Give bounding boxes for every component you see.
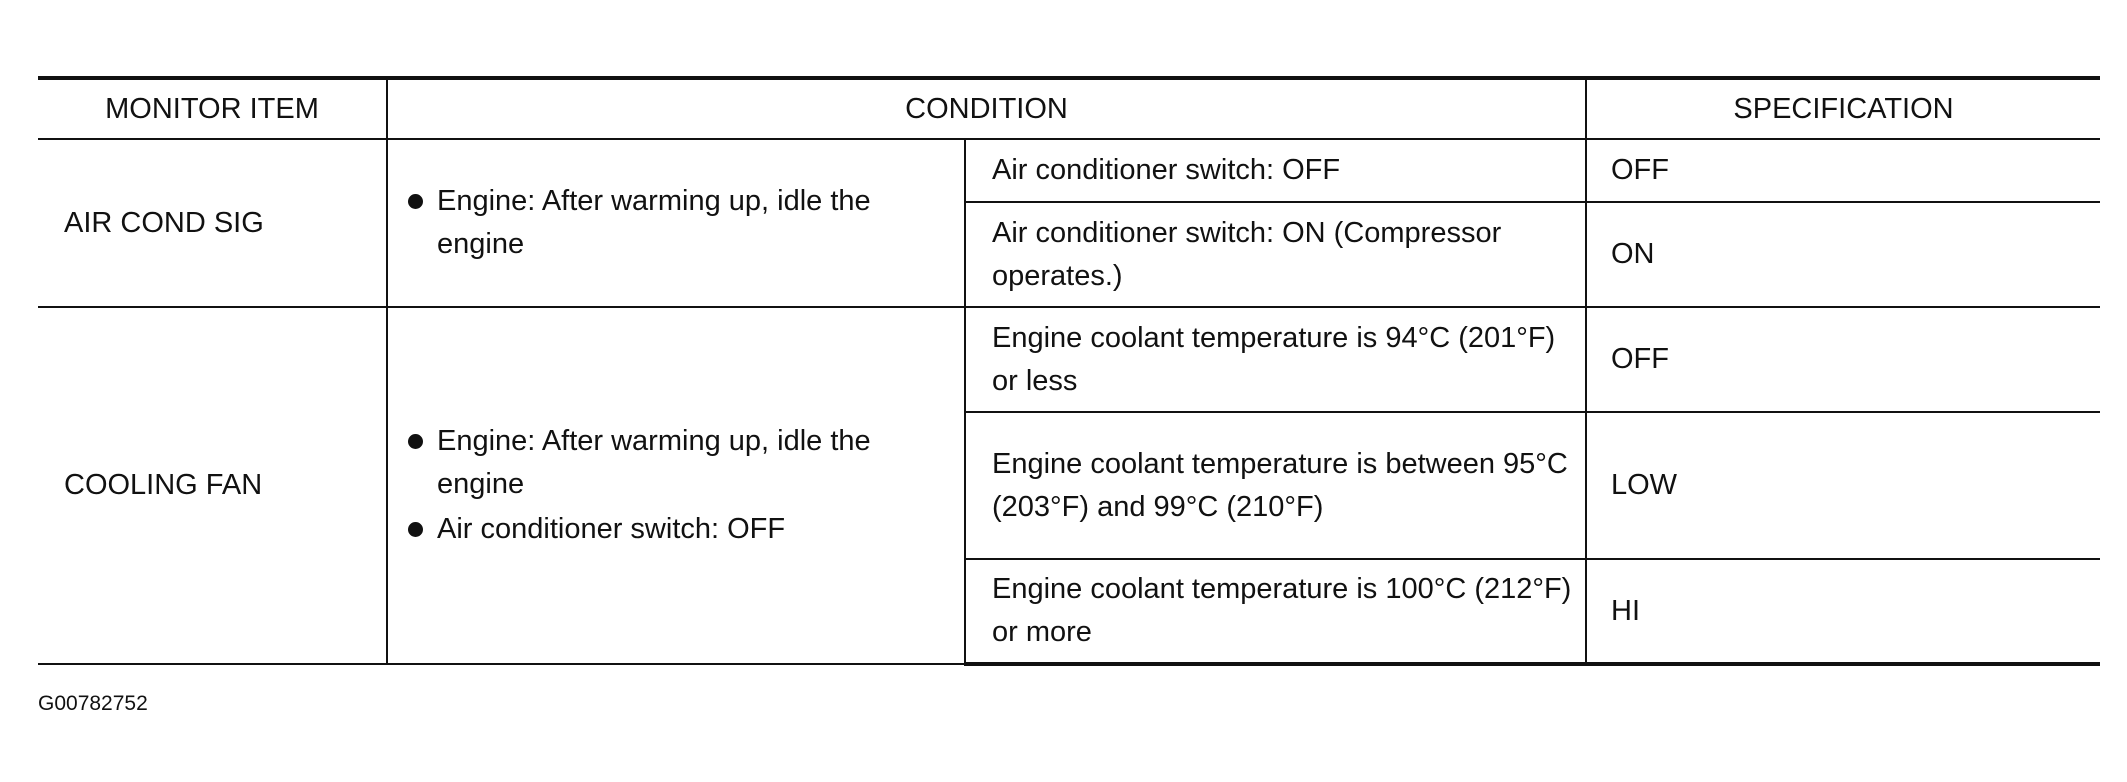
condition-text: Engine: After warming up, idle the engin… [437, 185, 871, 260]
condition-cell: Engine coolant temperature is between 95… [965, 411, 1587, 560]
table-row: Engine coolant temperature is between 95… [38, 411, 2100, 560]
bullet-icon [408, 522, 423, 537]
general-condition: Engine: After warming up, idle the engin… [386, 138, 966, 308]
bullet-icon [408, 434, 423, 449]
spec-cell: HI [1585, 558, 2100, 666]
spec-cell: LOW [1585, 411, 2100, 560]
table-row: COOLING FAN Engine: After warming up, id… [38, 306, 2100, 665]
monitor-item-table: MONITOR ITEM CONDITION SPECIFICATION AIR… [38, 76, 2100, 666]
condition-cell: Air conditioner switch: ON (Compressor o… [965, 201, 1587, 308]
table-row: AIR COND SIG Engine: After warming up, i… [38, 138, 2100, 308]
general-condition: Engine: After warming up, idle the engin… [386, 306, 966, 665]
spec-cell: OFF [1585, 138, 2100, 203]
header-condition: CONDITION [386, 76, 1587, 140]
condition-cell: Air conditioner switch: OFF [964, 138, 1587, 203]
header-monitor-item: MONITOR ITEM [38, 76, 388, 140]
table-row: Air conditioner switch: ON (Compressor o… [38, 201, 2100, 308]
spec-cell: OFF [1585, 306, 2100, 413]
header-specification: SPECIFICATION [1585, 76, 2100, 140]
condition-cell: Engine coolant temperature is 94°C (201°… [964, 306, 1587, 413]
condition-text: Engine: After warming up, idle the engin… [437, 425, 871, 500]
bullet-icon [408, 194, 423, 209]
spec-cell: ON [1585, 201, 2100, 308]
condition-cell: Engine coolant temperature is 100°C (212… [965, 558, 1587, 666]
condition-text: Air conditioner switch: OFF [437, 513, 786, 545]
monitor-item: COOLING FAN [38, 306, 388, 665]
header-row: MONITOR ITEM CONDITION SPECIFICATION [38, 76, 2100, 140]
table-row: Engine coolant temperature is 100°C (212… [38, 558, 2100, 666]
figure-code: G00782752 [38, 692, 148, 715]
monitor-item: AIR COND SIG [38, 138, 388, 308]
